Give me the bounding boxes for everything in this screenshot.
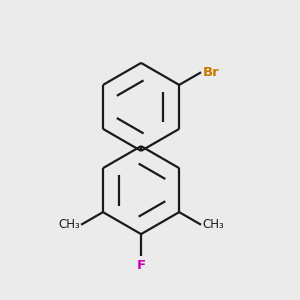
Text: CH₃: CH₃ (58, 218, 80, 231)
Text: F: F (136, 259, 146, 272)
Text: Br: Br (202, 66, 219, 79)
Text: CH₃: CH₃ (202, 218, 224, 231)
